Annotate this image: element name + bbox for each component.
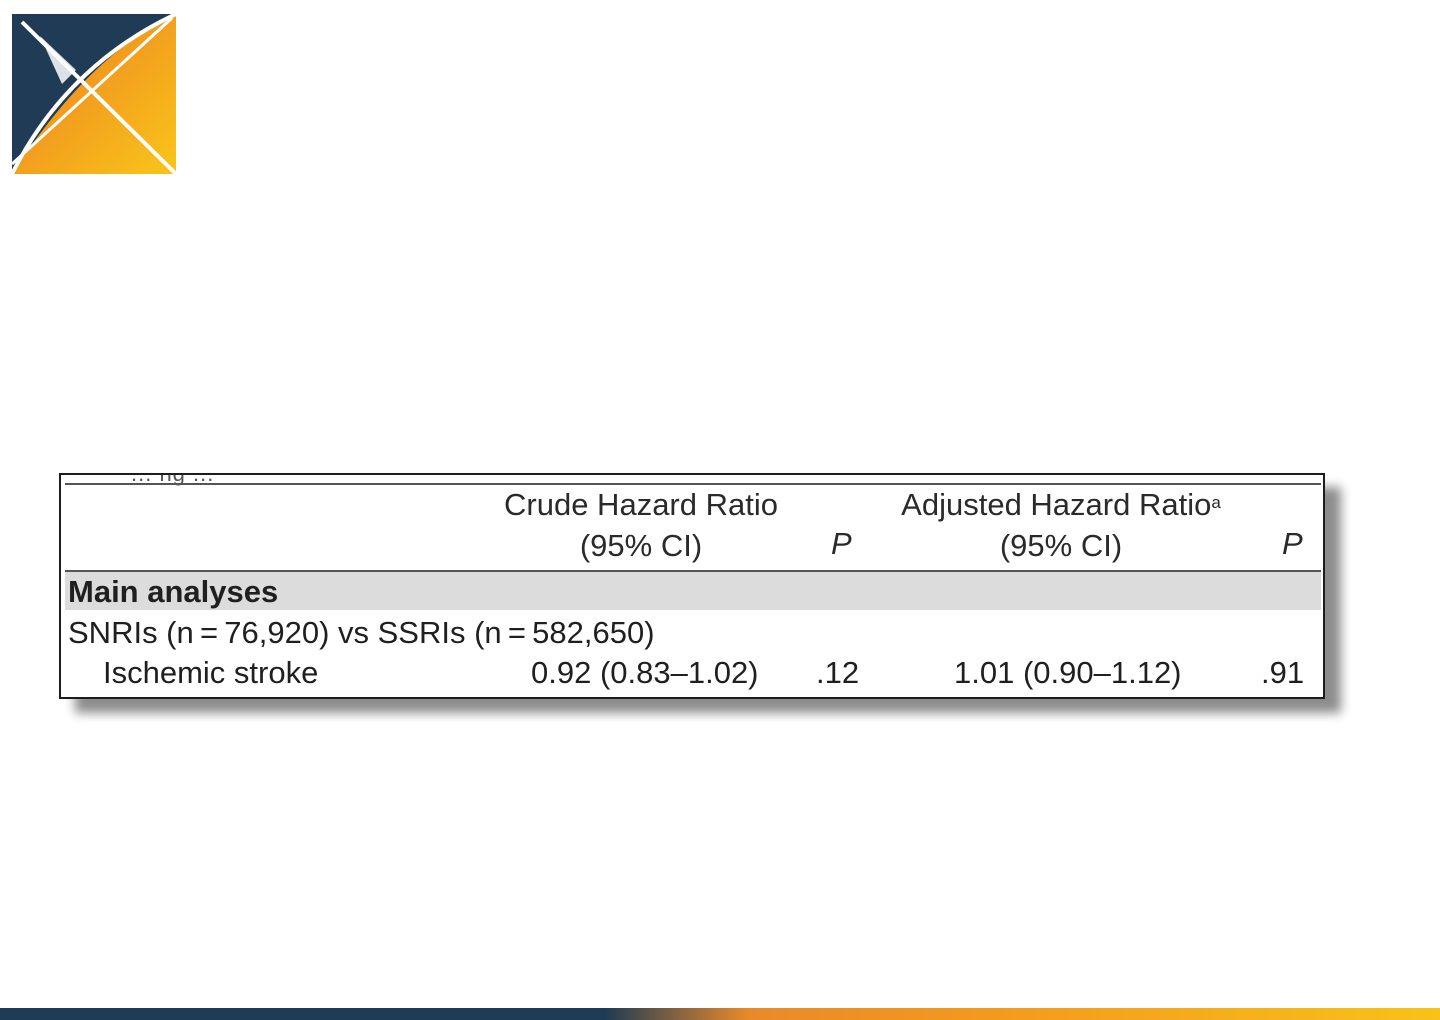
crude-header-line1: Crude Hazard Ratio [504, 487, 778, 522]
adjusted-header-line2: (95% CI) [999, 528, 1123, 563]
section-label: Main analyses [68, 574, 279, 609]
comparison-label: SNRIs (n = 76,920) vs SSRIs (n = 582,650… [68, 615, 655, 650]
crude-p-header: P [831, 526, 852, 561]
outcome-label: Ischemic stroke [103, 655, 319, 690]
crude-header-line2: (95% CI) [579, 528, 703, 563]
adjusted-hr-value: 1.01 (0.90–1.12) [954, 655, 1182, 690]
top-rule [65, 483, 1321, 485]
adjusted-header-line1: Adjusted Hazard Ratioa [896, 485, 1226, 525]
ohdsi-logo-icon [12, 14, 176, 174]
adjusted-p-value: .91 [1261, 655, 1305, 690]
hazard-ratio-table: ... ng ... Crude Hazard Ratio (95% CI) P… [59, 473, 1325, 699]
crude-p-value: .12 [816, 655, 860, 690]
section-band [65, 572, 1321, 610]
adjusted-header-text: Adjusted Hazard Ratio [901, 487, 1212, 522]
clipped-caption: ... ng ... [131, 473, 215, 486]
header-rule [65, 570, 1321, 572]
crude-hr-value: 0.92 (0.83–1.02) [531, 655, 759, 690]
footer-gradient-bar [0, 1008, 1440, 1020]
adjusted-footnote-marker: a [1211, 493, 1221, 512]
adjusted-p-header: P [1282, 526, 1303, 561]
